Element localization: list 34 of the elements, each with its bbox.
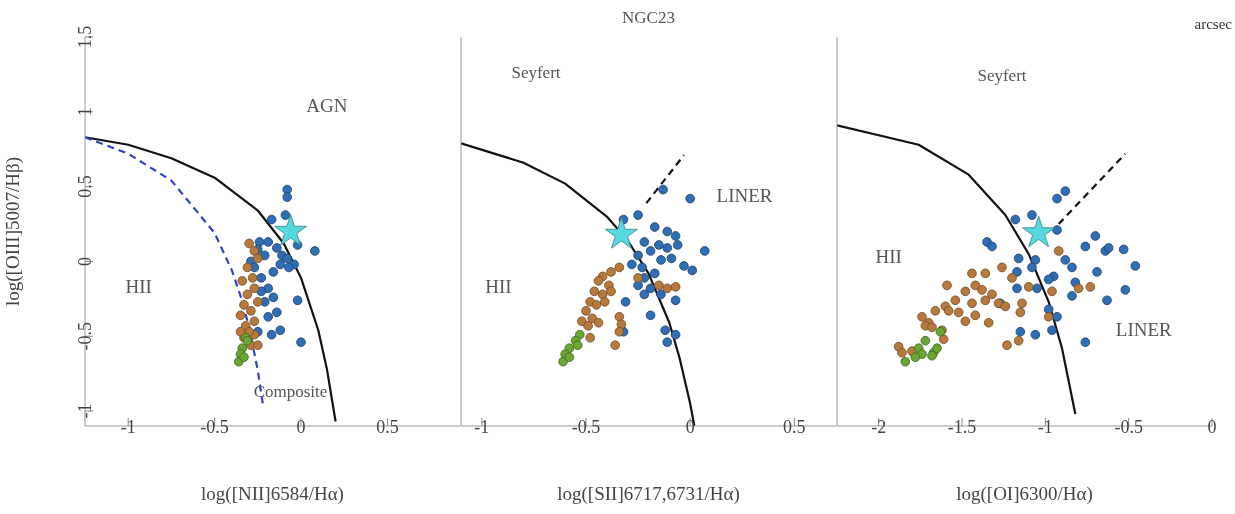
- x-axis-title: log([NII]6584/Hα): [201, 483, 344, 505]
- y-axis-title: log([OIII]5007/Hβ): [1, 157, 24, 306]
- x-tick-label: -0.5: [571, 416, 601, 437]
- y-tick-label: -1: [75, 403, 96, 419]
- x-tick-label: -0.5: [1114, 416, 1143, 437]
- x-tick-label: -2: [871, 416, 887, 437]
- annotation: HII: [875, 245, 902, 268]
- x-tick-label: -0.5: [200, 416, 229, 437]
- x-tick-label: 0.5: [783, 416, 806, 437]
- annotation: HII: [485, 275, 512, 298]
- chart-title: NGC23: [621, 8, 676, 28]
- y-tick-label: 0: [75, 256, 96, 266]
- x-tick-label: 0: [1207, 416, 1217, 437]
- y-tick-label: 0.5: [75, 175, 96, 198]
- x-axis-title: log([SII]6717,6731/Hα): [557, 483, 740, 505]
- annotation: LINER: [1115, 319, 1172, 342]
- y-tick-label: -0.5: [75, 321, 96, 351]
- x-tick-label: 0: [296, 416, 306, 437]
- y-tick-label: 1.5: [75, 25, 96, 49]
- annotation: Seyfert: [511, 62, 561, 83]
- x-tick-label: -1: [1037, 416, 1053, 437]
- y-tick-label: 1: [75, 107, 96, 117]
- x-axis-title: log([OI]6300/Hα): [956, 483, 1093, 505]
- annotation: AGN: [306, 94, 348, 117]
- x-tick-label: 0.5: [376, 416, 399, 437]
- annotation: Composite: [253, 381, 328, 402]
- x-tick-label: -1: [120, 416, 136, 437]
- text: arcsec: [1190, 16, 1232, 33]
- x-tick-label: -1.5: [947, 416, 977, 437]
- x-tick-label: -1: [474, 416, 490, 437]
- annotation: LINER: [716, 184, 773, 207]
- x-tick-label: 0: [685, 416, 695, 437]
- annotation: Seyfert: [977, 65, 1027, 86]
- annotation: HII: [125, 275, 152, 298]
